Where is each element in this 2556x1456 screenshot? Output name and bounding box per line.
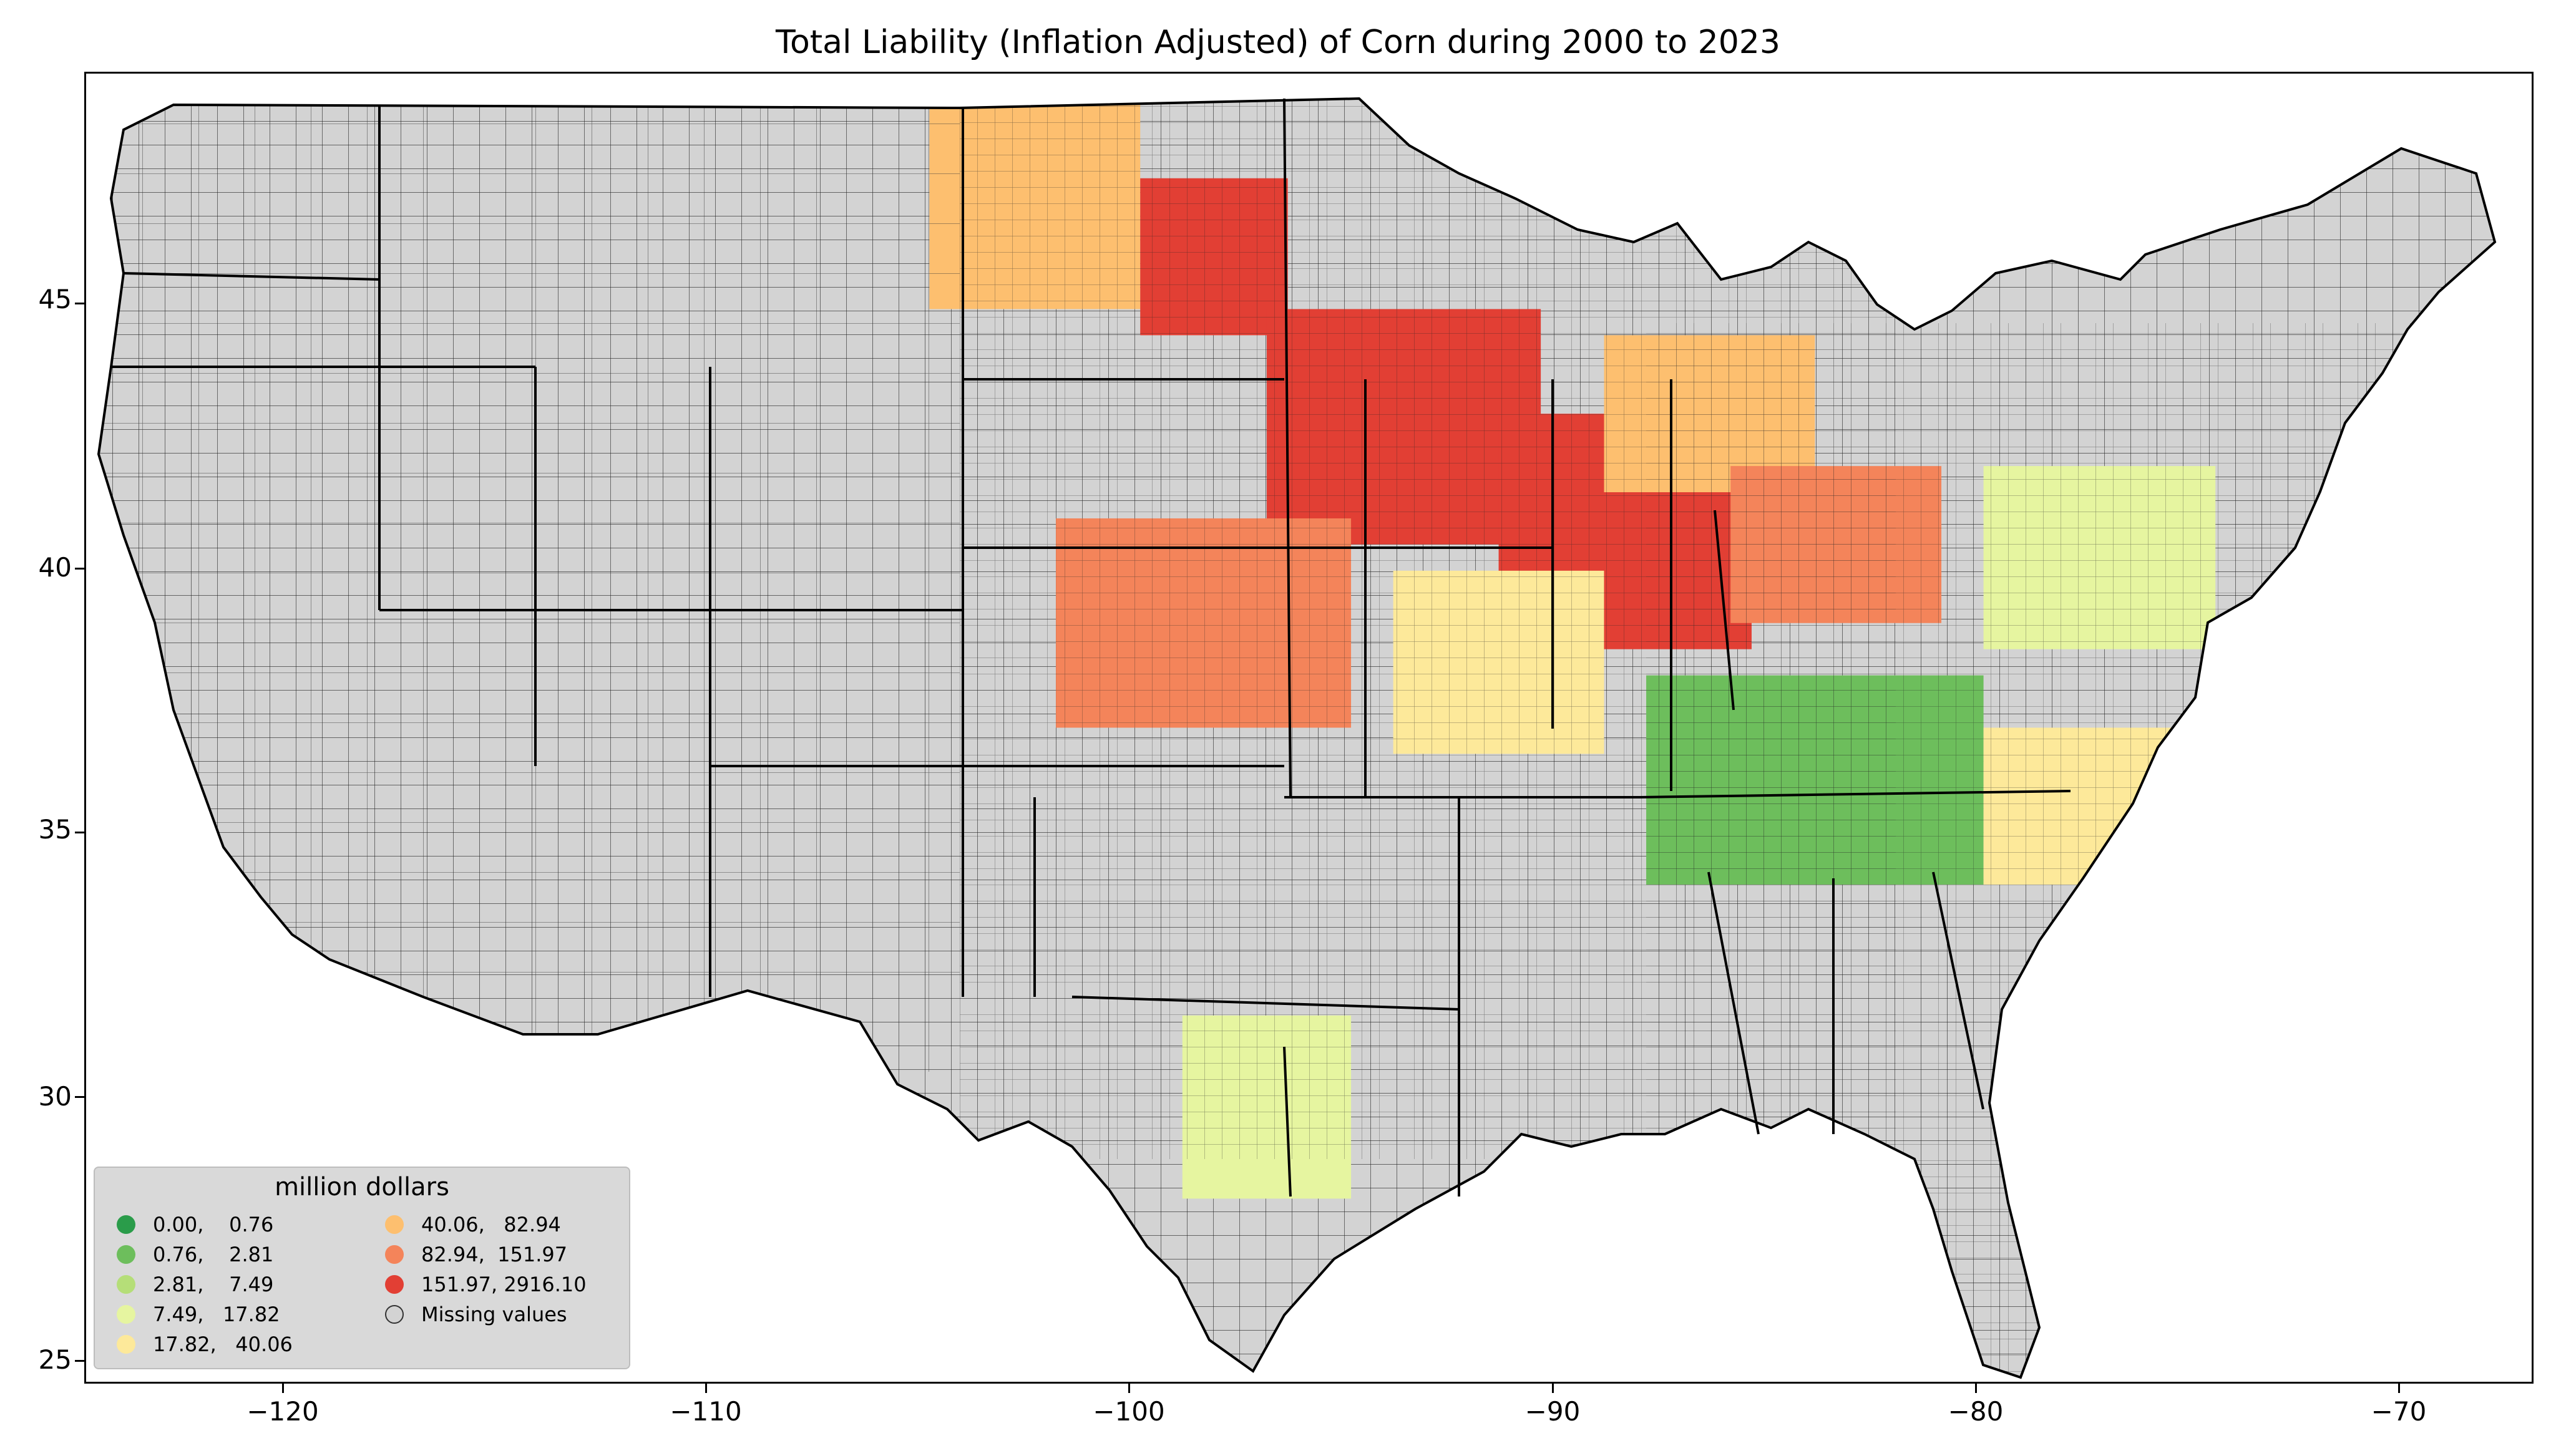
y-tick: [75, 1360, 84, 1362]
legend-item: 0.00, 0.76: [117, 1213, 360, 1239]
legend-label: 17.82, 40.06: [153, 1332, 293, 1356]
county-border-grid-east: [1646, 323, 2495, 1377]
legend-swatch-icon: [385, 1275, 404, 1294]
x-tick: [1552, 1384, 1554, 1393]
legend-swatch-icon: [117, 1305, 135, 1324]
y-tick: [75, 568, 84, 570]
y-tick-label: 45: [38, 284, 72, 314]
legend-item: 40.06, 82.94: [385, 1213, 622, 1239]
legend-title: million dollars: [275, 1173, 449, 1201]
legend-label: 0.76, 2.81: [153, 1243, 274, 1266]
x-tick-label: −90: [1524, 1396, 1581, 1427]
map-title: Total Liability (Inflation Adjusted) of …: [776, 24, 1780, 61]
legend-label: 82.94, 151.97: [421, 1243, 568, 1266]
map-frame: [84, 72, 2534, 1384]
x-tick-label: −120: [246, 1396, 319, 1427]
us-county-map: [97, 97, 2497, 1379]
x-tick: [1975, 1384, 1977, 1393]
y-tick: [75, 832, 84, 833]
legend-item: 0.76, 2.81: [117, 1243, 360, 1269]
legend-swatch-icon: [117, 1275, 135, 1294]
x-tick-label: −80: [1948, 1396, 2004, 1427]
x-tick-label: −70: [2371, 1396, 2427, 1427]
legend-label: Missing values: [421, 1303, 567, 1326]
legend-swatch-icon: [385, 1245, 404, 1264]
x-tick: [705, 1384, 707, 1393]
legend-item: 2.81, 7.49: [117, 1273, 360, 1299]
legend-swatch-icon: [117, 1245, 135, 1264]
legend-label: 7.49, 17.82: [153, 1303, 280, 1326]
county-border-grid-west: [99, 99, 960, 1072]
y-tick-label: 25: [38, 1344, 72, 1375]
legend-item: Missing values: [385, 1303, 622, 1329]
county-borders: [99, 99, 2495, 1377]
x-tick: [282, 1384, 284, 1393]
y-tick-label: 35: [38, 814, 72, 845]
legend-label: 0.00, 0.76: [153, 1213, 274, 1236]
legend-swatch-icon: [385, 1215, 404, 1234]
map-legend: million dollars 0.00, 0.76 0.76, 2.81 2.…: [94, 1167, 630, 1369]
state-borders: [97, 97, 2497, 1379]
x-tick-label: −110: [670, 1396, 742, 1427]
x-tick: [1128, 1384, 1130, 1393]
x-tick-label: −100: [1093, 1396, 1165, 1427]
x-tick: [2398, 1384, 2400, 1393]
legend-item: 82.94, 151.97: [385, 1243, 622, 1269]
legend-label: 2.81, 7.49: [153, 1273, 274, 1296]
y-tick: [75, 303, 84, 304]
legend-swatch-icon: [385, 1305, 404, 1324]
y-tick: [75, 1096, 84, 1098]
legend-label: 151.97, 2916.10: [421, 1273, 587, 1296]
legend-swatch-icon: [117, 1335, 135, 1354]
legend-label: 40.06, 82.94: [421, 1213, 561, 1236]
y-tick-label: 30: [38, 1081, 72, 1112]
legend-item: 151.97, 2916.10: [385, 1273, 622, 1299]
legend-item: 17.82, 40.06: [117, 1332, 360, 1359]
y-tick-label: 40: [38, 552, 72, 583]
legend-swatch-icon: [117, 1215, 135, 1234]
legend-item: 7.49, 17.82: [117, 1303, 360, 1329]
